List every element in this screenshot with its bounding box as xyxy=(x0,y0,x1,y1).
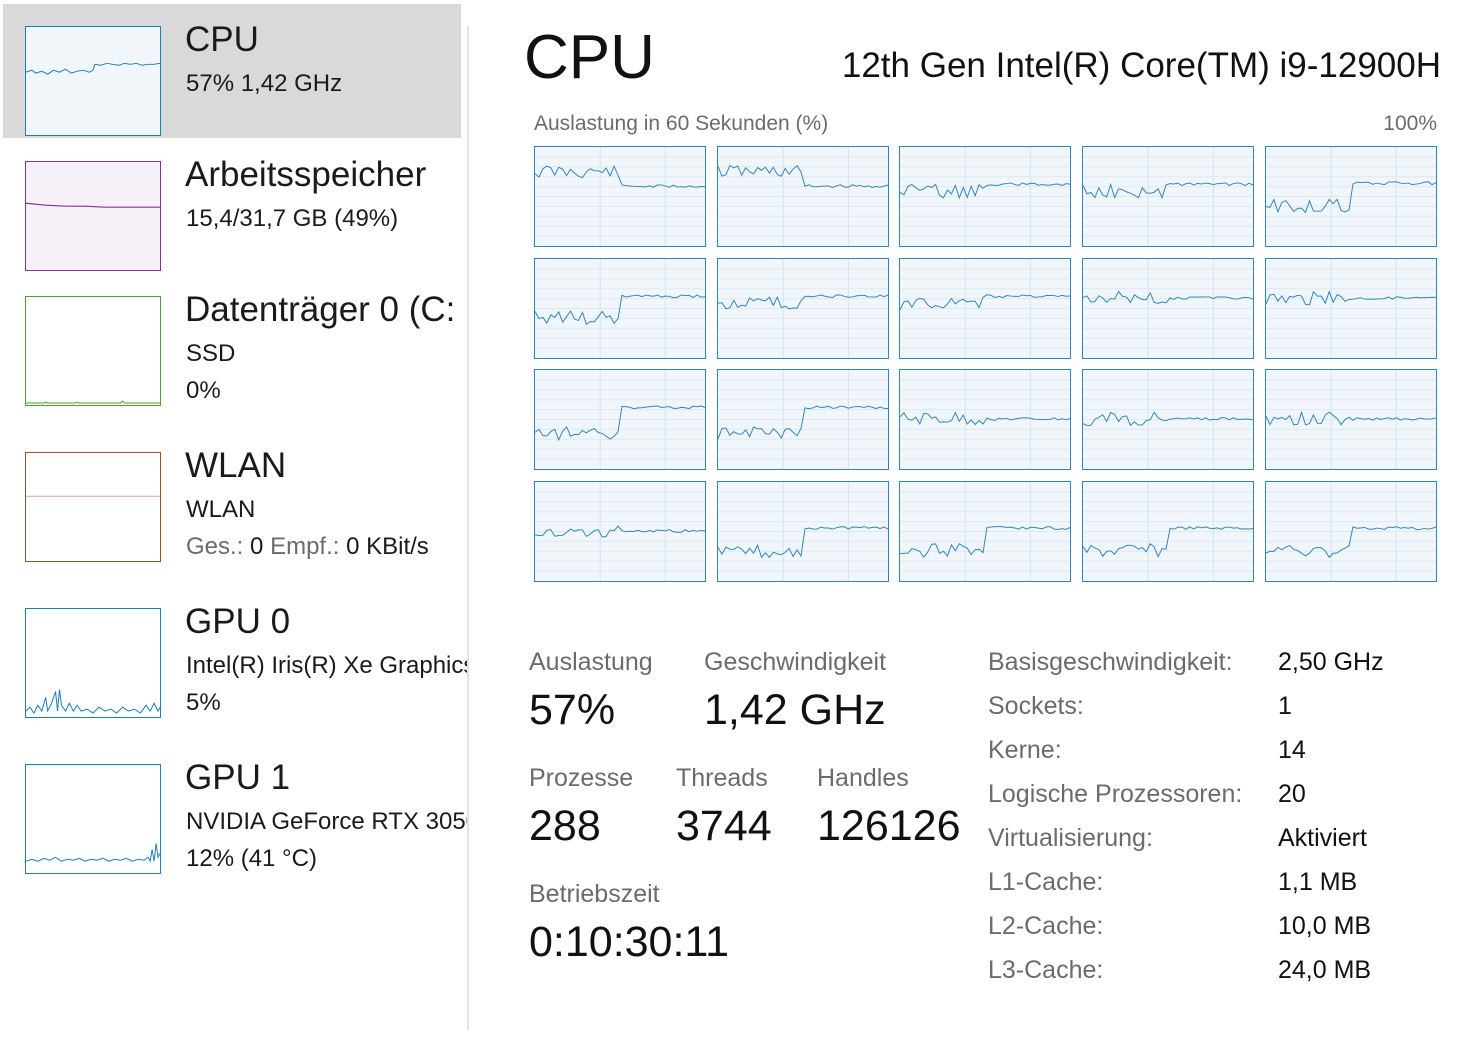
logical-processor-graph xyxy=(1082,480,1255,582)
wlan-throughput: Ges.: 0 Empf.: 0 KBit/s xyxy=(186,533,429,561)
wlan-sent-label: Ges.: xyxy=(186,533,244,560)
sidebar-item-title: Arbeitsspeicher xyxy=(185,155,427,194)
sidebar-item-subtitle: Intel(R) Iris(R) Xe Graphics xyxy=(186,652,468,679)
sidebar-item-subtitle: WLAN xyxy=(186,496,256,523)
virtualization-label: Virtualisierung: xyxy=(988,824,1153,852)
wlan-recv-value: 0 KBit/s xyxy=(346,533,429,560)
base-speed-label: Basisgeschwindigkeit: xyxy=(988,648,1233,676)
sidebar-item-subtitle: SSD xyxy=(186,340,236,367)
threads-label: Threads xyxy=(676,764,768,792)
sidebar-item-wlan[interactable]: WLAN WLAN Ges.: 0 Empf.: 0 KBit/s xyxy=(3,430,461,564)
base-speed-value: 2,50 GHz xyxy=(1278,648,1384,676)
speed-value: 1,42 GHz xyxy=(704,686,886,734)
cpu-model-name: 12th Gen Intel(R) Core(TM) i9-12900H xyxy=(841,46,1441,85)
logical-processor-graph xyxy=(534,146,706,247)
logical-processor-graph xyxy=(1082,146,1255,247)
sidebar-item-memory[interactable]: Arbeitsspeicher 15,4/31,7 GB (49%) xyxy=(3,139,461,273)
wlan-recv-label: Empf.: xyxy=(270,533,340,560)
logical-processor-graph xyxy=(716,369,889,470)
wlan-thumbnail-graph xyxy=(25,452,161,562)
logical-processors-value: 20 xyxy=(1278,780,1306,808)
sidebar-item-gpu0[interactable]: GPU 0 Intel(R) Iris(R) Xe Graphics 5% xyxy=(3,586,468,720)
disk-thumbnail-graph xyxy=(25,296,161,406)
logical-processors-label: Logische Prozessoren: xyxy=(988,780,1243,808)
gpu1-thumbnail-graph xyxy=(25,764,161,874)
uptime-label: Betriebszeit xyxy=(529,880,660,908)
logical-processor-graph xyxy=(1264,146,1437,247)
logical-processor-graph xyxy=(1082,257,1255,359)
sidebar-item-disk[interactable]: Datenträger 0 (C: D:) SSD 0% xyxy=(3,274,468,408)
logical-processor-graph xyxy=(716,480,889,582)
l1-cache-value: 1,1 MB xyxy=(1278,868,1358,896)
handles-value: 126126 xyxy=(817,802,961,850)
logical-processor-graph xyxy=(716,146,889,247)
sidebar-item-title: WLAN xyxy=(185,446,287,485)
logical-processor-graph xyxy=(1264,480,1437,582)
logical-processor-graph xyxy=(899,257,1072,359)
performance-sidebar: CPU 57% 1,42 GHz Arbeitsspeicher 15,4/31… xyxy=(0,0,468,1044)
cores-value: 14 xyxy=(1278,736,1306,764)
utilization-value: 57% xyxy=(529,686,616,734)
sidebar-divider[interactable] xyxy=(467,26,469,1030)
logical-processor-graph xyxy=(899,369,1072,470)
logical-processor-graph xyxy=(716,257,889,359)
l3-cache-label: L3-Cache: xyxy=(988,956,1104,984)
virtualization-value: Aktiviert xyxy=(1278,824,1367,852)
sidebar-item-title: CPU xyxy=(185,20,259,59)
l2-cache-value: 10,0 MB xyxy=(1278,912,1372,940)
sidebar-item-value: 5% xyxy=(186,689,221,716)
sidebar-item-cpu[interactable]: CPU 57% 1,42 GHz xyxy=(3,4,461,138)
handles-label: Handles xyxy=(817,764,909,792)
graph-caption: Auslastung in 60 Sekunden (%) xyxy=(534,112,829,135)
wlan-sent-value: 0 xyxy=(250,533,264,560)
sidebar-item-title: GPU 0 xyxy=(185,602,291,641)
l1-cache-label: L1-Cache: xyxy=(988,868,1104,896)
sockets-value: 1 xyxy=(1278,692,1292,720)
memory-thumbnail-graph xyxy=(25,161,161,271)
sidebar-item-subtitle: NVIDIA GeForce RTX 3050 xyxy=(186,808,468,835)
utilization-label: Auslastung xyxy=(529,648,653,676)
logical-processor-graph xyxy=(899,146,1072,247)
cpu-thumbnail-graph xyxy=(25,26,161,136)
sockets-label: Sockets: xyxy=(988,692,1084,720)
processes-label: Prozesse xyxy=(529,764,634,792)
sidebar-item-title: Datenträger 0 (C: D:) xyxy=(185,290,468,329)
logical-processor-graph xyxy=(534,257,706,359)
threads-value: 3744 xyxy=(676,802,772,850)
sidebar-item-subtitle: 15,4/31,7 GB (49%) xyxy=(186,205,399,232)
sidebar-item-value: 0% xyxy=(186,377,221,404)
l2-cache-label: L2-Cache: xyxy=(988,912,1104,940)
logical-processor-graph xyxy=(1264,369,1437,470)
uptime-value: 0:10:30:11 xyxy=(529,918,730,966)
gpu0-thumbnail-graph xyxy=(25,608,161,718)
page-title: CPU xyxy=(524,23,655,92)
cores-label: Kerne: xyxy=(988,736,1062,764)
processes-value: 288 xyxy=(529,802,601,850)
sidebar-item-gpu1[interactable]: GPU 1 NVIDIA GeForce RTX 3050 12% (41 °C… xyxy=(3,742,468,876)
speed-label: Geschwindigkeit xyxy=(704,648,887,676)
sidebar-item-title: GPU 1 xyxy=(185,758,291,797)
sidebar-item-value: 12% (41 °C) xyxy=(186,845,317,872)
sidebar-item-subtitle: 57% 1,42 GHz xyxy=(186,70,343,97)
logical-processor-graph xyxy=(534,480,706,582)
l3-cache-value: 24,0 MB xyxy=(1278,956,1372,984)
logical-processor-graph xyxy=(899,480,1072,582)
logical-processor-graphs[interactable] xyxy=(534,146,1437,582)
logical-processor-graph xyxy=(1082,369,1255,470)
logical-processor-graph xyxy=(534,369,706,470)
logical-processor-graph xyxy=(1264,257,1437,359)
graph-max-label: 100% xyxy=(1383,112,1437,135)
